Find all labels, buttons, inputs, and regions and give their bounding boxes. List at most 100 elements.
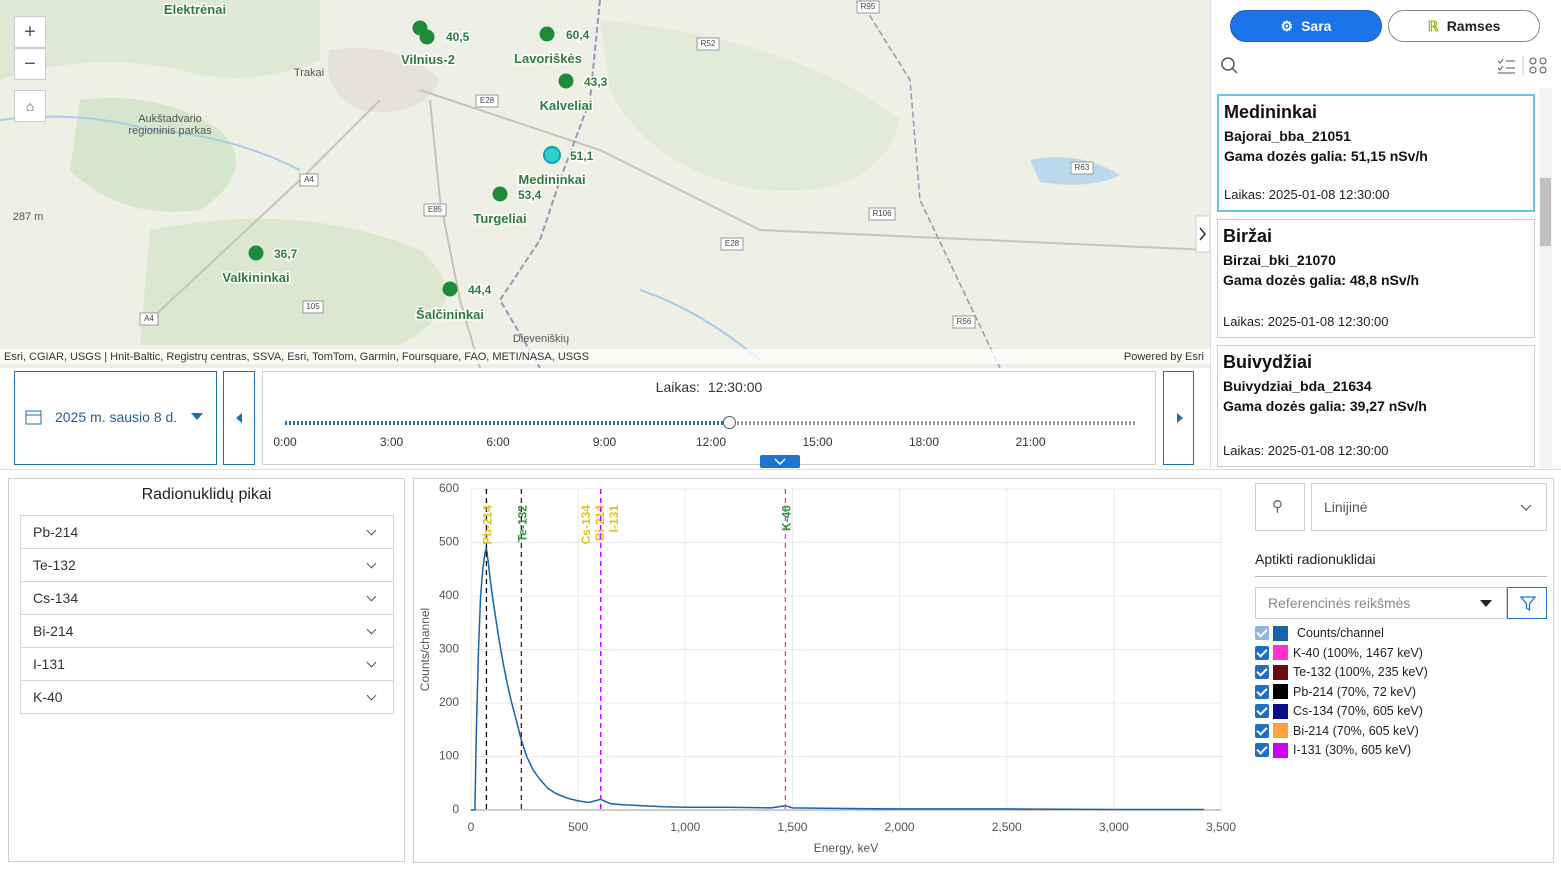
zoom-in[interactable]: +	[14, 16, 46, 48]
map[interactable]: R95 R52 E28 A4 E85 R106 R63 E28 105 A4 R…	[0, 0, 1210, 368]
legend-swatch	[1273, 684, 1288, 699]
panel-toggle[interactable]	[1195, 215, 1210, 253]
legend-item[interactable]: Te-132 (100%, 235 keV)	[1255, 663, 1428, 681]
legend-label: Counts/channel	[1297, 626, 1384, 640]
road-label: 105	[306, 302, 320, 311]
legend-checkbox[interactable]	[1255, 743, 1269, 757]
station-value: 51,1	[570, 149, 594, 163]
x-axis-title: Energy, keV	[814, 841, 878, 855]
peak-label: Bi-214	[593, 505, 607, 541]
time-slider: Laikas: 12:30:00	[262, 371, 1156, 465]
peaks-title: Radionuklidų pikai	[141, 486, 272, 503]
card-time: Laikas: 2025-01-08 12:30:00	[1223, 314, 1389, 329]
legend-label: K-40 (100%, 1467 keV)	[1293, 645, 1423, 660]
peak-item[interactable]: Cs-134	[20, 581, 394, 615]
road-labels: R95 R52 E28 A4 E85 R106 R63 E28 105 A4 R…	[139, 0, 1094, 329]
peak-label: Pb-214	[481, 505, 495, 545]
station-marker[interactable]	[442, 281, 458, 297]
slider-track-filled	[285, 421, 729, 425]
road-label: A4	[304, 175, 314, 184]
station-marker[interactable]	[248, 245, 264, 261]
reference-select[interactable]: Referencinės reikšmės	[1255, 587, 1507, 619]
home-button[interactable]: ⌂	[14, 90, 46, 122]
legend-swatch	[1273, 645, 1288, 660]
legend-item[interactable]: Bi-214 (70%, 605 keV)	[1255, 722, 1419, 740]
card-station: Bajorai_bba_21051	[1224, 128, 1351, 144]
road-label: R106	[872, 209, 892, 218]
legend-swatch	[1273, 625, 1288, 641]
legend-checkbox[interactable]	[1255, 665, 1269, 679]
station-name: Turgeliai	[473, 211, 526, 226]
place-label: Aukštadvario	[138, 113, 202, 125]
peak-item[interactable]: Pb-214	[20, 515, 394, 549]
legend-swatch	[1273, 664, 1288, 680]
slider-thumb[interactable]	[723, 416, 736, 429]
peak-item[interactable]: Bi-214	[20, 614, 394, 648]
station-card[interactable]: Medininkai Bajorai_bba_21051 Gama dozės ga…	[1217, 94, 1535, 212]
peak-label: K-40	[780, 505, 794, 531]
station-name: Kalveliai	[540, 98, 593, 113]
detected-title: Aptikti radionuklidai	[1255, 551, 1376, 567]
legend-item[interactable]: K-40 (100%, 1467 keV)	[1255, 644, 1423, 662]
scrollbar	[1539, 88, 1552, 468]
legend-checkbox[interactable]	[1255, 645, 1269, 660]
station-name: Medininkai	[518, 172, 585, 187]
date-picker[interactable]: 2025 m. sausio 8 d.	[14, 371, 217, 465]
divider	[0, 469, 1561, 470]
station-marker[interactable]	[492, 186, 508, 202]
road-shield	[720, 237, 744, 251]
zoom-out[interactable]: −	[14, 48, 46, 80]
legend-checkbox[interactable]	[1255, 723, 1269, 738]
tab-icon: ⚙	[1280, 17, 1294, 34]
legend-checkbox[interactable]	[1255, 704, 1269, 718]
station-marker[interactable]	[558, 73, 574, 89]
legend-item[interactable]: Cs-134 (70%, 605 keV)	[1255, 702, 1423, 720]
dropdown-icon	[191, 413, 203, 420]
time-tick-label: 21:00	[1015, 435, 1046, 449]
prev-step[interactable]	[223, 371, 255, 465]
legend-checkbox[interactable]	[1255, 626, 1269, 640]
map-forest	[600, 20, 900, 192]
zoom-icon: ⚲	[1272, 498, 1283, 515]
road-label: E28	[480, 96, 495, 105]
place-label: 287 m	[13, 211, 44, 223]
legend-item[interactable]: Pb-214 (70%, 72 keV)	[1255, 683, 1416, 701]
peak-item[interactable]: K-40	[20, 680, 394, 714]
card-time: Laikas: 2025-01-08 12:30:00	[1224, 187, 1390, 202]
peak-item[interactable]: I-131	[20, 647, 394, 681]
place-label: Elektrėnai	[164, 2, 226, 17]
station-card[interactable]: Biržai Birzai_bki_21070 Gama dozės galia: …	[1217, 219, 1535, 338]
stations: 40,5 Vilnius-2 60,4 Lavoriškės 43,3 Kalv…	[221, 20, 609, 324]
scrollbar-thumb[interactable]	[1540, 178, 1551, 246]
search-icon[interactable]	[1220, 56, 1240, 76]
legend-label: Bi-214 (70%, 605 keV)	[1293, 723, 1419, 738]
legend-item[interactable]: Counts/channel	[1255, 624, 1384, 642]
x-tick-label: 2,500	[992, 820, 1022, 834]
station-marker[interactable]	[539, 26, 555, 42]
filter-button[interactable]	[1507, 587, 1547, 619]
legend-item[interactable]: I-131 (30%, 605 keV)	[1255, 741, 1411, 759]
tab-sara[interactable]: ⚙ Sara	[1230, 10, 1382, 42]
collapse-button[interactable]	[760, 455, 800, 468]
powered-by: Powered by Esri	[1124, 351, 1204, 363]
zoom-reset[interactable]: ⚲	[1255, 483, 1305, 531]
legend-checkbox[interactable]	[1255, 684, 1269, 699]
next-step[interactable]	[1163, 371, 1194, 465]
scale-select[interactable]: Linijinė	[1311, 483, 1547, 531]
place-labels: Elektrėnai Trakai Aukštadvario regionini…	[13, 1, 569, 346]
map-border	[859, 0, 1001, 368]
x-tick-label: 2,000	[885, 820, 915, 834]
station-name: Lavoriškės	[514, 51, 582, 66]
card-dose: Gama dozės galia: 39,27 nSv/h	[1223, 398, 1427, 414]
tab-label: Ramses	[1446, 18, 1501, 34]
station-marker-selected[interactable]	[543, 146, 561, 164]
peak-item[interactable]: Te-132	[20, 548, 394, 582]
list-tools[interactable]	[1496, 56, 1552, 76]
legend-swatch	[1273, 723, 1288, 738]
time-tick-label: 0:00	[273, 435, 297, 449]
tab-ramses[interactable]: ℝ Ramses	[1388, 10, 1540, 42]
station-marker[interactable]	[419, 29, 435, 45]
station-card[interactable]: Buivydžiai Buivydziai_bda_21634 Gama dozės…	[1217, 345, 1535, 467]
station-value: 60,4	[566, 28, 590, 42]
legend-label: Te-132 (100%, 235 keV)	[1293, 665, 1428, 679]
